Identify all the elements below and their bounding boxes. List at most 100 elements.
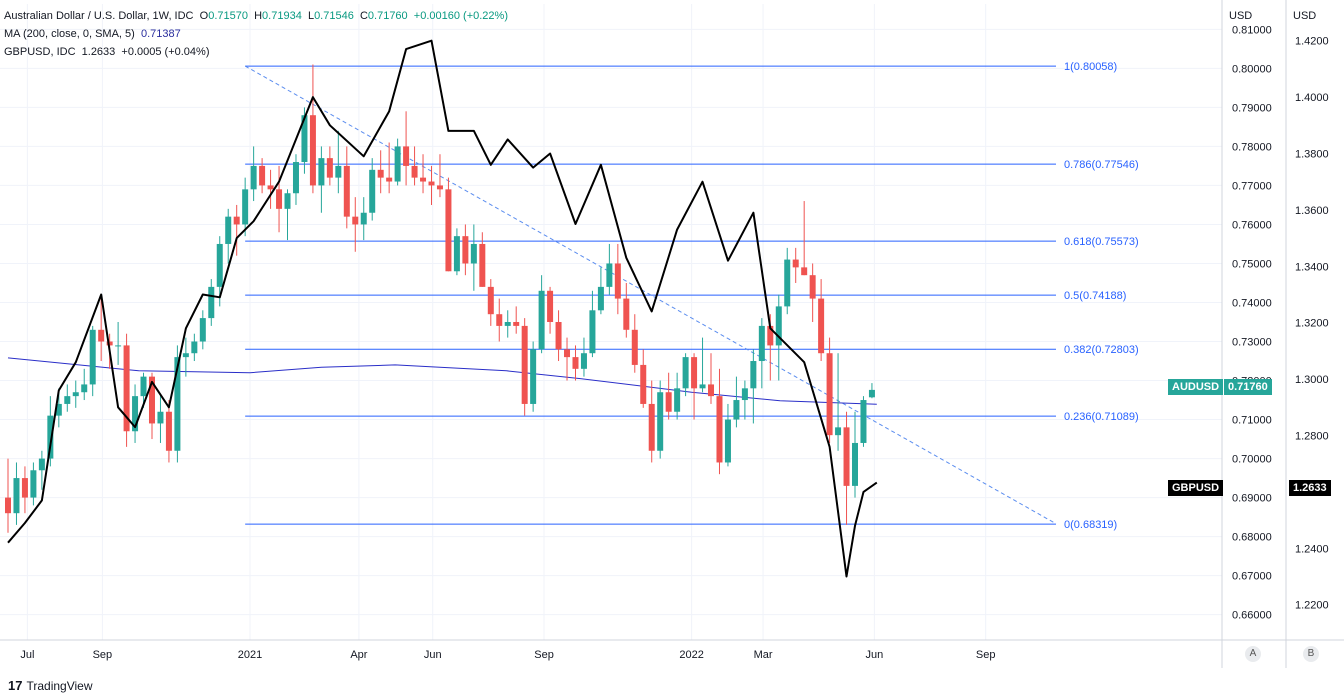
time-axis-tick-label: Jun: [865, 649, 883, 661]
candle-body: [98, 329, 105, 342]
time-axis-tick-label: Sep: [93, 649, 113, 661]
left-axis-unit[interactable]: USD: [1229, 10, 1253, 22]
candle-body: [132, 396, 139, 432]
candle-body: [64, 396, 71, 404]
candle-body: [538, 290, 545, 350]
time-axis-tick-label: Sep: [534, 649, 554, 661]
scale-b-button[interactable]: B: [1303, 646, 1319, 662]
candle-body: [165, 411, 172, 451]
right-axis-tick-label: 1.4000: [1295, 92, 1329, 104]
candle-body: [818, 298, 825, 354]
ma-line: [7, 357, 877, 405]
candle-body: [123, 345, 130, 432]
legend-open: 0.71570: [208, 10, 248, 22]
candle-body: [547, 290, 554, 322]
auto-scale-button[interactable]: A: [1245, 646, 1261, 662]
candle-body: [521, 325, 528, 404]
legend-o-label: O: [199, 10, 209, 22]
candle-body: [318, 158, 325, 186]
right-axis-tick-label: 1.3800: [1295, 148, 1329, 160]
candle-body: [148, 376, 155, 424]
legend-gbpusd[interactable]: GBPUSD, IDC 1.2633 +0.0005 (+0.04%): [4, 46, 210, 58]
candle-body: [657, 392, 664, 451]
candle-body: [420, 177, 427, 182]
left-axis-tick-label: 0.78000: [1232, 141, 1272, 153]
candle-body: [665, 392, 672, 412]
footer-branding[interactable]: 17 TradingView: [8, 678, 93, 693]
candle-body: [369, 169, 376, 213]
right-axis-unit[interactable]: USD: [1293, 10, 1317, 22]
time-axis-tick-label: 2022: [679, 649, 703, 661]
candle-body: [640, 364, 647, 404]
candle-body: [250, 165, 257, 190]
time-axis-tick-label: Apr: [350, 649, 367, 661]
legend-ma[interactable]: MA (200, close, 0, SMA, 5) 0.71387: [4, 28, 181, 40]
left-axis-tick-label: 0.66000: [1232, 610, 1272, 622]
candle-body: [386, 177, 393, 182]
fib-level-label: 0.236(0.71089): [1064, 411, 1139, 423]
time-axis-tick-label: Jun: [424, 649, 442, 661]
candle-body: [301, 115, 308, 163]
candle-body: [182, 353, 189, 358]
gbpusd-symbol-tag: GBPUSD: [1168, 480, 1224, 496]
trend-line[interactable]: [244, 65, 1057, 525]
right-axis-tick-label: 1.3600: [1295, 205, 1329, 217]
legend-change: +0.00160 (+0.22%): [413, 10, 508, 22]
audusd-price-tag: 0.71760: [1224, 379, 1272, 395]
left-axis-tick-label: 0.70000: [1232, 454, 1272, 466]
candle-body: [792, 259, 799, 268]
candle-body: [233, 216, 240, 225]
left-axis-tick-label: 0.76000: [1232, 219, 1272, 231]
candle-body: [309, 115, 316, 186]
candle-body: [691, 357, 698, 389]
candle-body: [775, 306, 782, 346]
candle-body: [572, 357, 579, 369]
left-axis-tick-label: 0.69000: [1232, 493, 1272, 505]
right-axis-tick-label: 1.2200: [1295, 600, 1329, 612]
candle-body: [852, 442, 858, 486]
candle-body: [267, 185, 274, 190]
candle-body: [708, 384, 715, 397]
candle-body: [377, 169, 384, 178]
legend-low: 0.71546: [314, 10, 354, 22]
candle-body: [259, 165, 266, 186]
candle-body: [614, 263, 621, 299]
candle-body: [47, 415, 54, 459]
candle-body: [30, 470, 37, 498]
candle-body: [208, 286, 215, 319]
fib-level-label: 0.382(0.72803): [1064, 344, 1139, 356]
candle-body: [326, 158, 333, 178]
candle-body: [343, 165, 350, 217]
candle-body: [597, 286, 604, 311]
left-axis-tick-label: 0.77000: [1232, 180, 1272, 192]
candle-body: [38, 458, 45, 471]
right-axis-tick-label: 1.4200: [1295, 36, 1329, 48]
legend-h-label: H: [254, 10, 263, 22]
left-axis-tick-label: 0.80000: [1232, 63, 1272, 75]
gbpusd-polyline: [7, 39, 878, 578]
legend-gbp-change: +0.0005 (+0.04%): [121, 46, 210, 58]
legend-audusd[interactable]: Australian Dollar / U.S. Dollar, 1W, IDC…: [4, 10, 508, 22]
candle-body: [648, 403, 655, 451]
candle-body: [89, 329, 96, 385]
candle-body: [216, 243, 223, 287]
candle-body: [436, 185, 443, 190]
candle-body: [479, 243, 486, 287]
candle-body: [758, 325, 765, 362]
legend-gbp-label: GBPUSD, IDC: [4, 46, 76, 58]
candle-body: [106, 341, 113, 346]
candle-body: [21, 478, 28, 498]
trend-line-path: [244, 65, 1057, 525]
right-axis-tick-label: 1.3400: [1295, 261, 1329, 273]
brand-name: TradingView: [26, 678, 93, 693]
candle-body: [504, 322, 511, 326]
tradingview-logo-icon: 17: [8, 678, 23, 693]
left-axis-tick-label: 0.79000: [1232, 102, 1272, 114]
candle-body: [284, 193, 291, 209]
candle-body: [564, 349, 571, 358]
candle-body: [826, 353, 833, 436]
candle-body: [174, 357, 181, 451]
candle-body: [140, 376, 147, 397]
candle-body: [801, 267, 808, 276]
